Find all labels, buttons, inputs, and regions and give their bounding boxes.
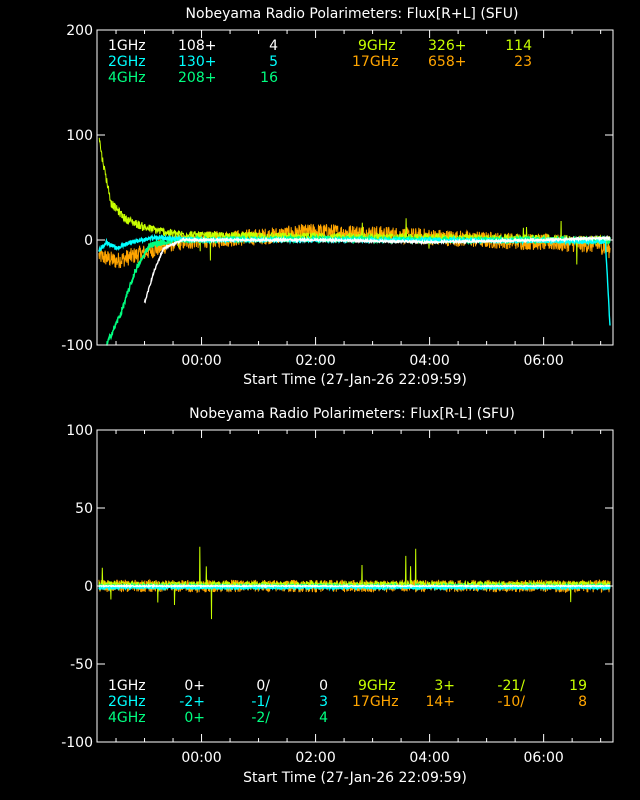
legend-value: 4: [269, 38, 278, 54]
x-tick-label: 06:00: [523, 750, 563, 766]
plot-frame: [96, 29, 614, 346]
legend-value: 326+: [428, 38, 466, 54]
y-tick-label: -100: [61, 735, 93, 751]
y-tick-label: 200: [66, 23, 93, 39]
series-line-9GHz: [98, 546, 611, 620]
legend-value: 19: [569, 678, 587, 694]
legend-value: 0+: [184, 710, 205, 726]
x-axis-label: Start Time (27-Jan-26 22:09:59): [243, 770, 467, 786]
series-line-1GHz: [98, 583, 611, 589]
y-tick-label: 100: [66, 128, 93, 144]
legend-label-2GHz: 2GHz: [108, 694, 146, 710]
chart-title: Nobeyama Radio Polarimeters: Flux[R+L] (…: [186, 6, 519, 22]
legend-value: -21/: [497, 678, 525, 694]
legend-value: 0+: [184, 678, 205, 694]
legend-value: -2+: [179, 694, 205, 710]
legend-value: 5: [269, 54, 278, 70]
legend-value: 208+: [178, 70, 216, 86]
legend-value: -2/: [251, 710, 270, 726]
series-line-1GHz: [143, 234, 611, 304]
x-tick-label: 02:00: [295, 353, 335, 369]
legend-value: -10/: [497, 694, 525, 710]
x-tick-label: 00:00: [181, 750, 221, 766]
legend-value: 3: [319, 694, 328, 710]
legend-value: 0/: [256, 678, 270, 694]
legend-value: 108+: [178, 38, 216, 54]
y-tick-label: -100: [61, 338, 93, 354]
legend-value: 130+: [178, 54, 216, 70]
legend-label-4GHz: 4GHz: [108, 710, 146, 726]
x-tick-label: 06:00: [523, 353, 563, 369]
legend-value: 0: [319, 678, 328, 694]
y-tick-label: 100: [66, 423, 93, 439]
x-tick-label: 00:00: [181, 353, 221, 369]
legend-value: 3+: [434, 678, 455, 694]
plot-r-plus-l: Nobeyama Radio Polarimeters: Flux[R+L] (…: [61, 6, 614, 388]
legend-label-1GHz: 1GHz: [108, 678, 146, 694]
legend-value: 658+: [428, 54, 466, 70]
legend-label-9GHz: 9GHz: [358, 678, 396, 694]
legend-value: 114: [505, 38, 532, 54]
legend-value: 23: [514, 54, 532, 70]
y-tick-label: 50: [75, 501, 93, 517]
y-tick-label: -50: [70, 657, 93, 673]
legend-value: 4: [319, 710, 328, 726]
legend-label-1GHz: 1GHz: [108, 38, 146, 54]
y-tick-label: 0: [84, 233, 93, 249]
legend-label-9GHz: 9GHz: [358, 38, 396, 54]
legend-value: 16: [260, 70, 278, 86]
series-line-17GHz: [98, 223, 611, 269]
x-tick-label: 04:00: [409, 750, 449, 766]
x-tick-label: 02:00: [295, 750, 335, 766]
legend-label-17GHz: 17GHz: [352, 694, 399, 710]
y-tick-label: 0: [84, 579, 93, 595]
x-axis-label: Start Time (27-Jan-26 22:09:59): [243, 372, 467, 388]
series-line-4GHz: [106, 233, 611, 346]
legend-label-2GHz: 2GHz: [108, 54, 146, 70]
chart-title: Nobeyama Radio Polarimeters: Flux[R-L] (…: [189, 406, 515, 422]
legend-value: 8: [578, 694, 587, 710]
legend-value: -1/: [251, 694, 270, 710]
legend-label-17GHz: 17GHz: [352, 54, 399, 70]
plot-r-minus-l: Nobeyama Radio Polarimeters: Flux[R-L] (…: [61, 406, 614, 786]
legend-label-4GHz: 4GHz: [108, 70, 146, 86]
legend-value: 14+: [425, 694, 455, 710]
x-tick-label: 04:00: [409, 353, 449, 369]
